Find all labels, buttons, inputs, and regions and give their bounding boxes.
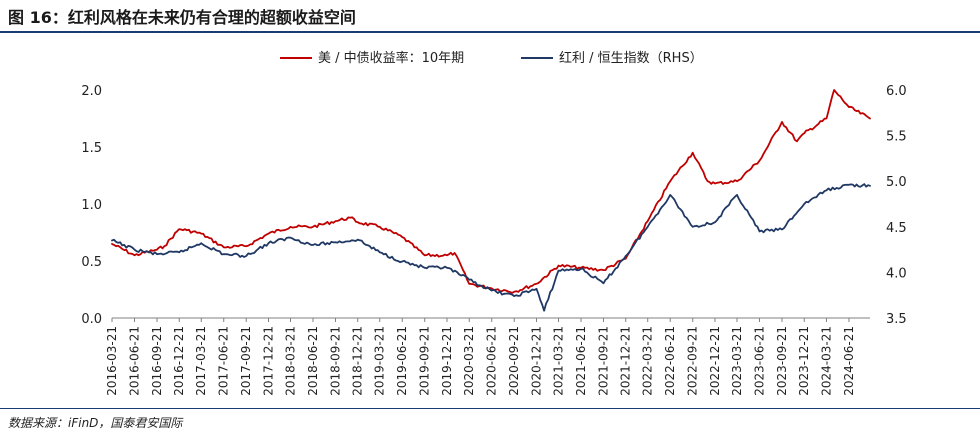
x-tick-label: 2016-03-21 (105, 326, 119, 396)
x-tick-label: 2022-12-21 (708, 326, 722, 396)
y-right-tick-label: 6.0 (886, 84, 907, 99)
top-rule (0, 31, 980, 33)
y-right-tick-label: 4.5 (886, 221, 907, 236)
x-tick-label: 2019-12-21 (440, 326, 454, 396)
legend-label-bond-ratio: 美 / 中债收益率：10年期 (318, 50, 464, 66)
x-tick-label: 2021-06-21 (574, 326, 588, 396)
x-tick-label: 2020-06-21 (485, 326, 499, 396)
x-tick-label: 2020-03-21 (462, 326, 476, 396)
x-tick-label: 2023-09-21 (775, 326, 789, 396)
x-tick-label: 2024-06-21 (842, 326, 856, 396)
x-tick-label: 2023-03-21 (730, 326, 744, 396)
x-tick-label: 2019-09-21 (418, 326, 432, 396)
y-right-tick-label: 4.0 (886, 266, 907, 281)
x-tick-label: 2022-03-21 (641, 326, 655, 396)
x-tick-label: 2019-06-21 (395, 326, 409, 396)
bottom-rule (0, 408, 980, 409)
y-right-tick-label: 3.5 (886, 312, 907, 327)
x-tick-label: 2022-06-21 (663, 326, 677, 396)
x-tick-label: 2023-12-21 (797, 326, 811, 396)
x-tick-label: 2020-09-21 (507, 326, 521, 396)
x-tick-label: 2018-03-21 (283, 326, 297, 396)
legend-label-dividend-ratio: 红利 / 恒生指数（RHS） (559, 50, 703, 66)
axes: 2016-03-21 2016-06-21 2016-09-21 2016-12-21… (81, 84, 906, 396)
x-tick-label: 2016-09-21 (150, 326, 164, 396)
x-tick-label: 2018-06-21 (306, 326, 320, 396)
x-tick-label: 2017-12-21 (261, 326, 275, 396)
series-line-dividend-ratio (111, 183, 871, 312)
x-tick-label: 2021-09-21 (596, 326, 610, 396)
y-left-tick-label: 0.0 (81, 312, 102, 327)
x-tick-label: 2017-06-21 (217, 326, 231, 396)
x-tick-label: 2024-03-21 (819, 326, 833, 396)
y-left-tick-label: 0.5 (81, 255, 102, 270)
y-left-tick-label: 1.0 (81, 198, 102, 213)
y-left-tick-label: 1.5 (81, 141, 102, 156)
source-note: 数据来源：iFinD，国泰君安国际 (8, 416, 183, 430)
x-tick-label: 2017-09-21 (239, 326, 253, 396)
x-tick-label: 2018-12-21 (351, 326, 365, 396)
figure-title: 图 16：红利风格在未来仍有合理的超额收益空间 (8, 8, 356, 27)
x-tick-label: 2021-03-21 (551, 326, 565, 396)
plot-area (111, 89, 871, 312)
x-tick-label: 2017-03-21 (194, 326, 208, 396)
x-tick-label: 2019-03-21 (373, 326, 387, 396)
x-tick-label: 2022-09-21 (686, 326, 700, 396)
y-left-tick-label: 2.0 (81, 84, 102, 99)
x-tick-label: 2018-09-21 (328, 326, 342, 396)
x-tick-label: 2021-12-21 (619, 326, 633, 396)
x-tick-label: 2020-12-21 (529, 326, 543, 396)
x-tick-label: 2016-12-21 (172, 326, 186, 396)
legend: 美 / 中债收益率：10年期 红利 / 恒生指数（RHS） (280, 50, 703, 66)
y-right-tick-label: 5.0 (886, 175, 907, 190)
x-tick-label: 2023-06-21 (752, 326, 766, 396)
y-right-tick-label: 5.5 (886, 130, 907, 145)
x-tick-label: 2016-06-21 (127, 326, 141, 396)
series-line-bond-ratio (111, 89, 871, 294)
